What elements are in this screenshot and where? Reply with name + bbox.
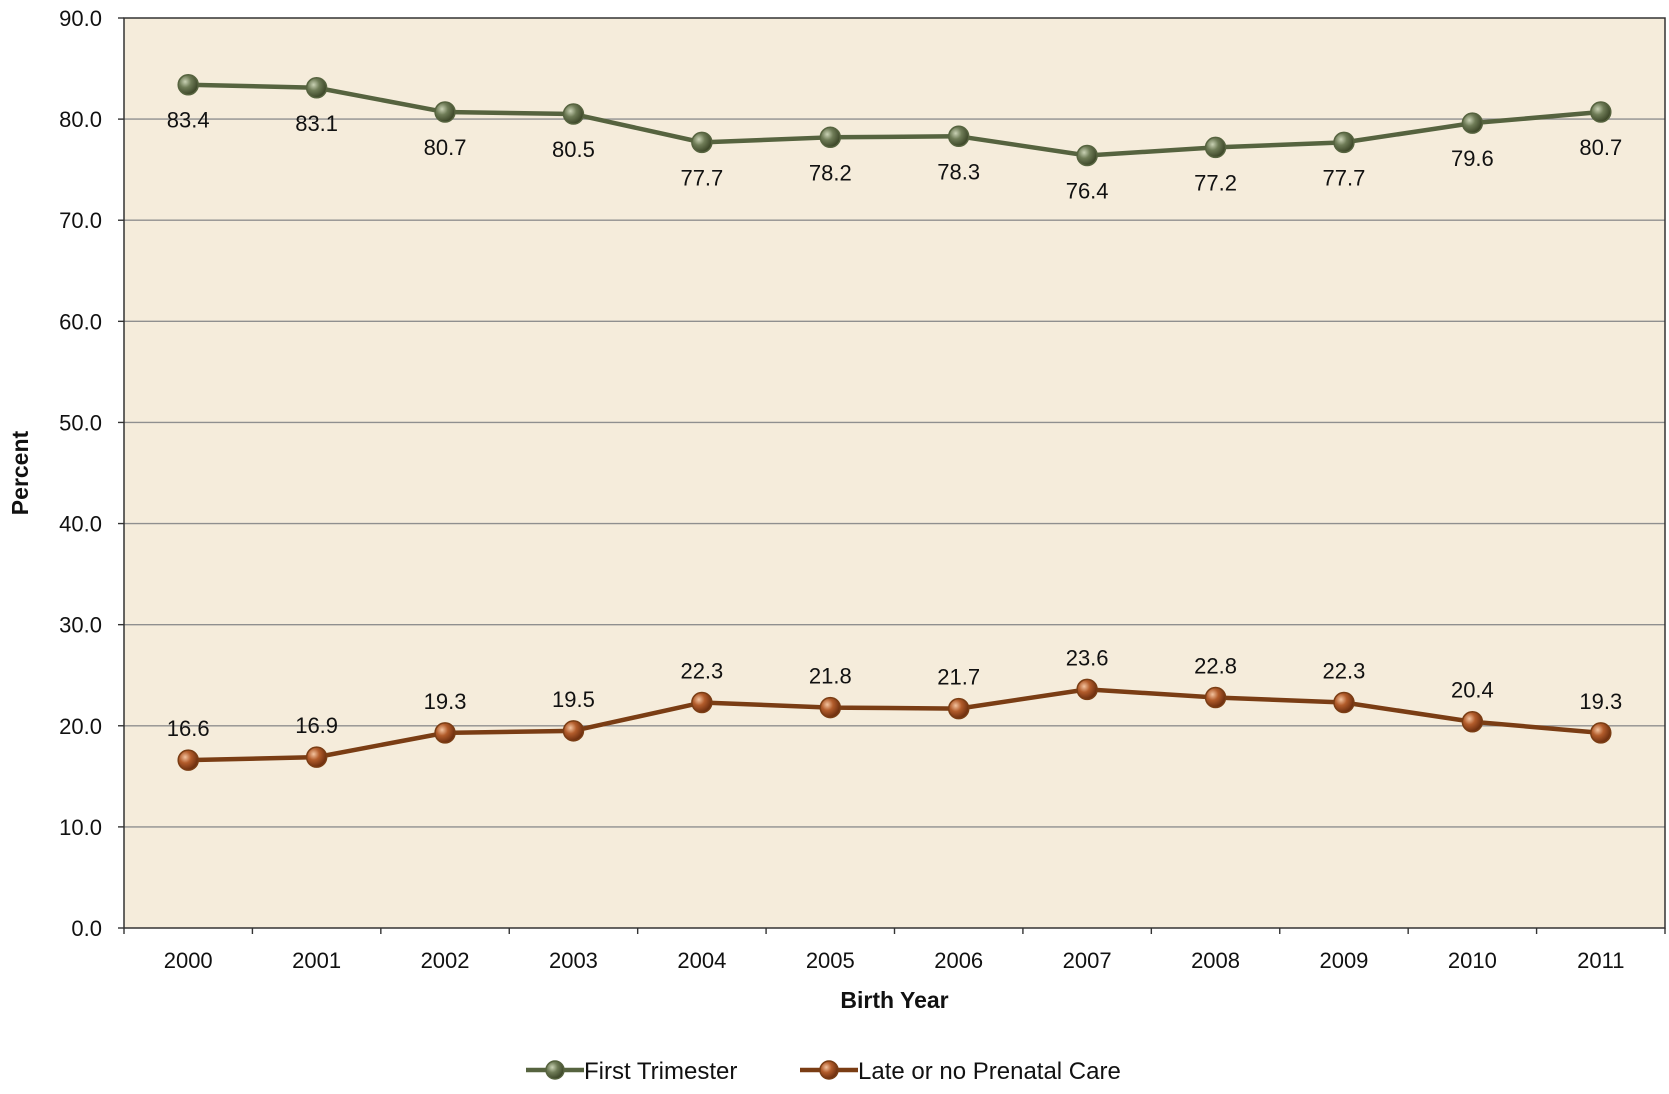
data-point: [562, 103, 585, 125]
data-label: 79.6: [1451, 146, 1494, 171]
data-point: [434, 101, 456, 123]
data-point: [819, 696, 842, 719]
data-label: 80.7: [424, 135, 467, 160]
plot-area: [124, 18, 1665, 928]
data-point: [1590, 101, 1612, 123]
x-axis: 2000 2001 2002 2003 2004 2005 2006 2007 2008 2009…: [123, 928, 1666, 973]
y-tick-label: 0.0: [71, 916, 102, 941]
x-tick-label: 2009: [1319, 948, 1368, 973]
gridlines: [124, 118, 1665, 828]
x-tick-label: 2008: [1191, 948, 1240, 973]
data-point: [305, 77, 328, 99]
legend-marker: [545, 1060, 565, 1080]
x-tick-label: 2003: [549, 948, 598, 973]
series-line: [185, 687, 1604, 763]
data-point: [1590, 722, 1612, 744]
data-label: 80.7: [1579, 135, 1622, 160]
data-point: [434, 722, 456, 744]
x-tick-label: 2007: [1063, 948, 1112, 973]
data-label: 78.3: [937, 159, 980, 184]
y-axis-title: Percent: [7, 430, 33, 515]
data-point: [1076, 144, 1098, 167]
data-point: [1076, 678, 1098, 701]
x-tick-label: 2001: [292, 948, 341, 973]
data-point: [1333, 131, 1355, 154]
x-tick-label: 2002: [421, 948, 470, 973]
data-point: [947, 697, 970, 720]
data-point: [562, 720, 585, 742]
y-tick-label: 10.0: [59, 815, 102, 840]
data-label: 80.5: [552, 137, 595, 162]
data-label: 21.7: [937, 665, 980, 690]
legend: First Trimester Late or no Prenatal Care: [526, 1058, 1121, 1085]
x-tick-label: 2005: [806, 948, 855, 973]
x-axis-title: Birth Year: [840, 987, 948, 1013]
data-point: [691, 691, 713, 714]
legend-marker: [819, 1060, 839, 1080]
data-point: [947, 125, 970, 148]
data-label: 78.2: [809, 160, 852, 185]
series-line: [185, 82, 1604, 158]
data-label: 83.1: [295, 111, 338, 136]
data-label: 20.4: [1451, 678, 1494, 703]
data-point: [305, 746, 328, 768]
legend-label: Late or no Prenatal Care: [858, 1058, 1121, 1085]
data-label: 22.3: [1323, 659, 1366, 684]
data-point: [1204, 136, 1227, 159]
series-layer: 83.4 83.1 80.7 80.5 77.7 78.2 78.3 76.4 77.2 77.7…: [167, 73, 1622, 771]
y-tick-label: 40.0: [59, 512, 102, 537]
data-label: 77.2: [1194, 170, 1237, 195]
y-tick-label: 60.0: [59, 309, 102, 334]
y-tick-label: 90.0: [59, 6, 102, 31]
data-label: 16.9: [295, 713, 338, 738]
data-label: 22.3: [680, 659, 723, 684]
data-label: 83.4: [167, 108, 210, 133]
legend-item: Late or no Prenatal Care: [800, 1058, 1121, 1085]
x-tick-label: 2004: [677, 948, 726, 973]
series-1: 16.6 16.9 19.3 19.5 22.3 21.8 21.7 23.6 22.8 22.3…: [167, 645, 1622, 771]
data-point: [819, 126, 842, 149]
data-label: 19.3: [424, 689, 467, 714]
y-tick-label: 80.0: [59, 107, 102, 132]
y-tick-label: 30.0: [59, 613, 102, 638]
data-label: 21.8: [809, 664, 852, 689]
data-label: 19.3: [1579, 689, 1622, 714]
data-point: [691, 131, 713, 154]
legend-item: First Trimester: [526, 1058, 737, 1085]
y-tick-label: 50.0: [59, 410, 102, 435]
data-point: [1461, 112, 1484, 134]
data-label: 19.5: [552, 687, 595, 712]
x-tick-label: 2000: [164, 948, 213, 973]
y-axis: 0.0 10.0 20.0 30.0 40.0 50.0 60.0 70.0 80.0 90.0: [59, 6, 124, 941]
data-point: [1461, 710, 1484, 733]
data-point: [1204, 686, 1227, 709]
data-label: 16.6: [167, 716, 210, 741]
legend-label: First Trimester: [584, 1058, 737, 1085]
data-point: [1333, 691, 1355, 714]
x-tick-label: 2010: [1448, 948, 1497, 973]
data-label: 76.4: [1066, 179, 1109, 204]
data-label: 77.7: [680, 165, 723, 190]
series-0: 83.4 83.1 80.7 80.5 77.7 78.2 78.3 76.4 77.2 77.7…: [167, 73, 1622, 204]
data-label: 77.7: [1323, 165, 1366, 190]
data-label: 23.6: [1066, 645, 1109, 670]
x-tick-label: 2011: [1577, 948, 1624, 973]
y-tick-label: 70.0: [59, 208, 102, 233]
data-point: [177, 749, 199, 771]
data-point: [177, 73, 199, 96]
x-tick-label: 2006: [934, 948, 983, 973]
y-tick-label: 20.0: [59, 714, 102, 739]
data-label: 22.8: [1194, 653, 1237, 678]
